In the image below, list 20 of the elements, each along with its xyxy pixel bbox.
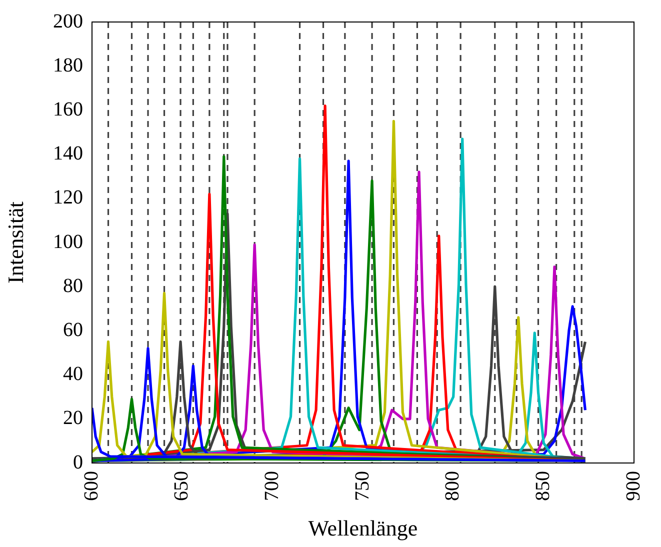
y-tick-label: 80 bbox=[63, 274, 83, 297]
x-tick-label: 650 bbox=[170, 471, 193, 501]
y-tick-label: 100 bbox=[53, 230, 83, 253]
x-tick-label: 700 bbox=[260, 471, 283, 501]
x-tick-label: 600 bbox=[80, 471, 102, 501]
x-tick-label: 850 bbox=[532, 471, 554, 501]
x-tick-label: 800 bbox=[442, 471, 464, 501]
y-tick-label: 160 bbox=[53, 98, 83, 120]
x-tick-label: 900 bbox=[622, 471, 644, 501]
y-tick-label: 60 bbox=[63, 318, 83, 341]
y-tick-label: 140 bbox=[53, 142, 83, 165]
y-tick-label: 180 bbox=[53, 54, 83, 76]
y-tick-label: 0 bbox=[73, 451, 83, 474]
y-tick-label: 20 bbox=[63, 407, 83, 430]
y-tick-label: 40 bbox=[63, 363, 83, 386]
y-axis-title: Intensität bbox=[2, 202, 28, 284]
x-tick-label: 750 bbox=[351, 471, 374, 501]
y-tick-label: 120 bbox=[53, 186, 83, 209]
y-tick-label: 200 bbox=[53, 10, 83, 32]
x-axis-title: Wellenlänge bbox=[308, 516, 418, 541]
